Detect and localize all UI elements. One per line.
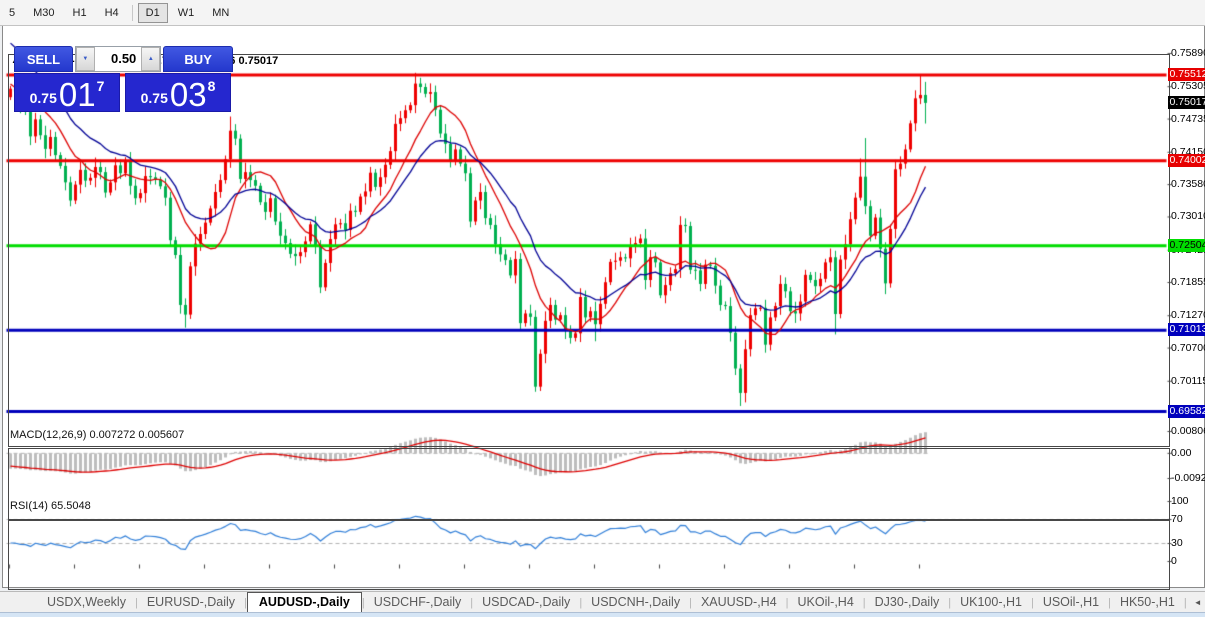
tab-xauusd-h4[interactable]: XAUUSD-,H4	[700, 595, 777, 609]
tab-separator: |	[1183, 597, 1187, 609]
tab-eurusd-daily[interactable]: EURUSD-,Daily	[146, 595, 236, 609]
tab-scroll-arrows: ◄►	[1187, 592, 1205, 612]
tab-separator: |	[361, 597, 365, 609]
trade-buttons-row: SELL ▼ 0.50 ▲ BUY	[14, 46, 233, 72]
buy-price-big-digits: 03	[169, 76, 207, 113]
symbol-tab-bar: USDX,Weekly | EURUSD-,Daily | AUDUSD-,Daily |…	[0, 591, 1205, 613]
tab-ukoil-h4[interactable]: UKOil-,H4	[797, 595, 854, 609]
tab-uk100-h1[interactable]: UK100-,H1	[960, 595, 1022, 609]
tab-separator: |	[579, 597, 583, 609]
chart-window: ▲AUDUSD-,Daily0.75161 0.75390 0.74656 0.…	[2, 25, 1205, 608]
tab-separator: |	[689, 597, 692, 609]
buy-price-display[interactable]: 0.75 03 8	[125, 73, 231, 112]
timeframe-button-h1[interactable]: H1	[72, 6, 87, 19]
tab-usdx-weekly[interactable]: USDX,Weekly	[47, 595, 126, 609]
tab-separator: |	[1030, 597, 1034, 609]
volume-value[interactable]: 0.50	[110, 51, 137, 66]
rsi-indicator-label: RSI(14) 65.5048	[10, 500, 91, 512]
macd-axis-label: 0.00	[1171, 446, 1192, 459]
macd-axis-label: 0.008061	[1171, 425, 1205, 437]
sell-price-prefix: 0.75	[29, 90, 57, 106]
tab-usdcnh-daily[interactable]: USDCNH-,Daily	[591, 595, 681, 609]
sell-price-display[interactable]: 0.75 01 7	[14, 73, 120, 112]
rsi-axis-label: 0	[1171, 555, 1177, 567]
tab-hk50-h1[interactable]: HK50-,H1	[1119, 595, 1175, 609]
tab-scroll-left-icon[interactable]: ◄	[1193, 597, 1202, 607]
one-click-trade-panel: SELL ▼ 0.50 ▲ BUY 0.75 01 7 0.75 03 8	[14, 46, 233, 112]
timeframe-button-w1[interactable]: W1	[177, 6, 195, 19]
price-axis-label: 0.71855	[1171, 276, 1205, 289]
timeframe-button-d1[interactable]: D1	[137, 2, 168, 23]
volume-spinner: ▼ 0.50 ▲	[74, 46, 162, 72]
status-bar	[0, 612, 1205, 617]
buy-button[interactable]: BUY	[163, 46, 233, 72]
sell-button[interactable]: SELL	[14, 46, 73, 72]
tab-separator: |	[470, 597, 474, 609]
timeframe-button-mn[interactable]: MN	[212, 6, 230, 19]
price-axis-label: 0.74735	[1171, 112, 1205, 125]
price-badge-075017: 0.75017	[1168, 96, 1205, 110]
price-axis-label: 0.70115	[1171, 374, 1205, 387]
price-badge-071013: 0.71013	[1168, 323, 1205, 337]
timeframe-button-5[interactable]: 5	[9, 6, 16, 19]
price-axis-label: 0.75305	[1171, 80, 1205, 93]
price-badge-075512: 0.75512	[1168, 67, 1205, 81]
tab-dj30-daily[interactable]: DJ30-,Daily	[874, 595, 940, 609]
rsi-axis-label: 100	[1171, 495, 1189, 507]
rsi-axis-label: 30	[1171, 537, 1183, 549]
tab-separator: |	[862, 597, 866, 609]
timeframe-button-h4[interactable]: H4	[104, 6, 119, 19]
toolbar-separator	[131, 4, 133, 21]
volume-increase-button[interactable]: ▲	[141, 47, 161, 71]
tab-usoil-h1[interactable]: USOil-,H1	[1042, 595, 1100, 609]
timeframe-button-m30[interactable]: M30	[33, 6, 55, 19]
price-chart-canvas[interactable]	[3, 26, 1204, 587]
tab-usdcad-daily[interactable]: USDCAD-,Daily	[482, 595, 571, 609]
tab-separator: |	[948, 597, 952, 609]
buy-price-prefix: 0.75	[140, 90, 168, 106]
macd-axis-label: -0.00928	[1171, 472, 1205, 484]
tab-separator: |	[785, 597, 789, 609]
tab-separator: |	[134, 597, 138, 609]
timeframe-toolbar: 5 M30 H1 H4 D1 W1 MN	[0, 0, 1205, 26]
sell-price-pip-digit: 7	[96, 78, 105, 94]
sell-price-big-digits: 01	[58, 76, 96, 113]
trade-prices-row: 0.75 01 7 0.75 03 8	[14, 73, 233, 112]
tab-audusd-daily[interactable]: AUDUSD-,Daily	[246, 592, 362, 613]
buy-price-pip-digit: 8	[207, 78, 216, 94]
price-badge-074002: 0.74002	[1168, 153, 1205, 167]
volume-decrease-button[interactable]: ▼	[75, 47, 95, 71]
rsi-axis-label: 70	[1171, 513, 1183, 525]
tab-separator: |	[1108, 597, 1111, 609]
tab-usdchf-daily[interactable]: USDCHF-,Daily	[373, 595, 462, 609]
price-badge-069582: 0.69582	[1168, 404, 1205, 418]
macd-indicator-label: MACD(12,26,9) 0.007272 0.005607	[10, 429, 185, 441]
tab-separator: |	[244, 597, 247, 609]
price-badge-072504: 0.72504	[1168, 238, 1205, 252]
